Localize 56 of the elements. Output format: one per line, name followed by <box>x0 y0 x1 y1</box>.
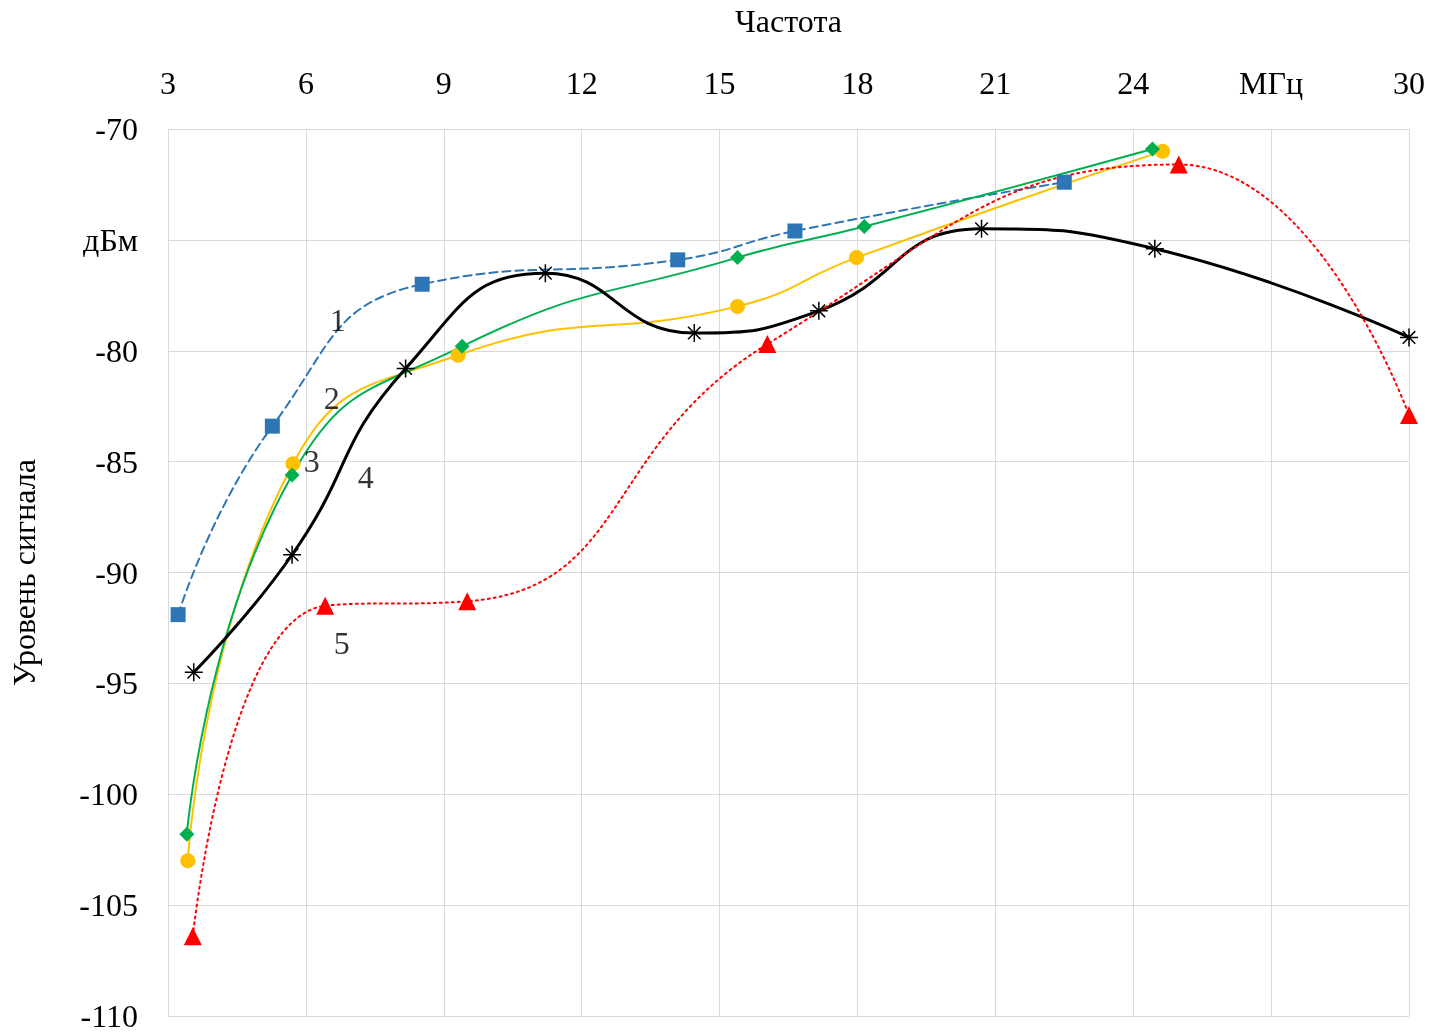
x-tick-label: 12 <box>565 65 598 101</box>
series-label: 4 <box>357 459 374 496</box>
x-tick-label: 15 <box>703 65 736 101</box>
x-tick-label: 18 <box>841 65 874 101</box>
x-axis-title: Частота <box>735 3 842 39</box>
x-tick-label: 21 <box>979 65 1012 101</box>
x-tick-label: 9 <box>435 65 452 101</box>
y-tick-label: -90 <box>95 554 138 591</box>
point <box>264 418 280 434</box>
point <box>535 263 556 283</box>
series-label: 1 <box>329 302 346 339</box>
series-label: 3 <box>303 443 320 480</box>
y-tick-label: -85 <box>95 443 138 480</box>
y-tick-label: -100 <box>79 776 138 813</box>
point <box>1056 174 1072 190</box>
point <box>282 545 302 565</box>
series-label: 2 <box>323 379 340 416</box>
point <box>458 592 477 611</box>
point <box>849 250 865 266</box>
point <box>183 662 204 683</box>
point <box>285 456 301 472</box>
point <box>758 335 777 354</box>
point <box>316 596 335 615</box>
point <box>1399 327 1419 348</box>
y-tick-label: -80 <box>95 332 138 369</box>
point <box>395 358 416 379</box>
point <box>730 298 745 314</box>
x-tick-label: МГц <box>1239 65 1304 101</box>
point <box>180 853 196 869</box>
point <box>971 219 992 239</box>
point <box>1400 406 1418 425</box>
y-tick-label: -95 <box>95 665 138 702</box>
point <box>1145 141 1161 157</box>
point <box>729 250 745 266</box>
point <box>809 301 829 321</box>
point <box>284 467 300 483</box>
y-tick-label: дБм <box>83 221 138 258</box>
point <box>454 338 470 354</box>
point <box>856 219 872 235</box>
point <box>414 276 430 292</box>
x-tick-label: 3 <box>160 65 176 101</box>
y-tick-label: -70 <box>95 111 138 147</box>
point <box>183 927 202 946</box>
point <box>1169 155 1188 174</box>
point <box>179 826 195 842</box>
x-tick-label: 24 <box>1117 65 1150 101</box>
x-tick-label: 6 <box>297 65 314 101</box>
y-tick-label: -110 <box>80 998 138 1032</box>
point <box>170 607 186 623</box>
series-label: 5 <box>333 625 350 662</box>
point <box>670 252 686 268</box>
y-axis-title: Уровень сигнала <box>6 459 42 686</box>
point <box>1145 238 1165 259</box>
y-tick-label: -105 <box>79 887 138 924</box>
point <box>787 223 803 239</box>
x-tick-label: 30 <box>1393 65 1425 101</box>
